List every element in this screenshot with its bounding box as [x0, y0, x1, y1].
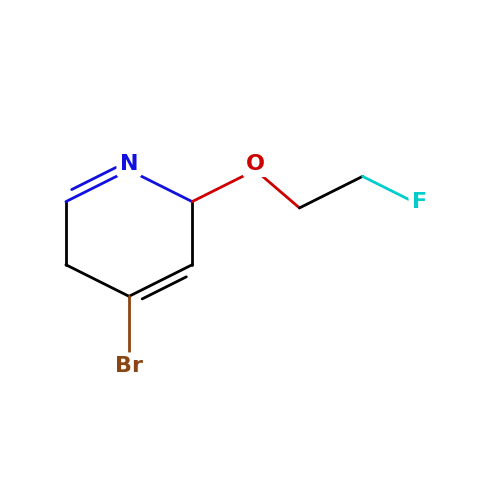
Text: O: O [246, 154, 265, 174]
Text: N: N [120, 154, 138, 174]
Text: Br: Br [115, 356, 143, 376]
Text: F: F [412, 192, 427, 212]
